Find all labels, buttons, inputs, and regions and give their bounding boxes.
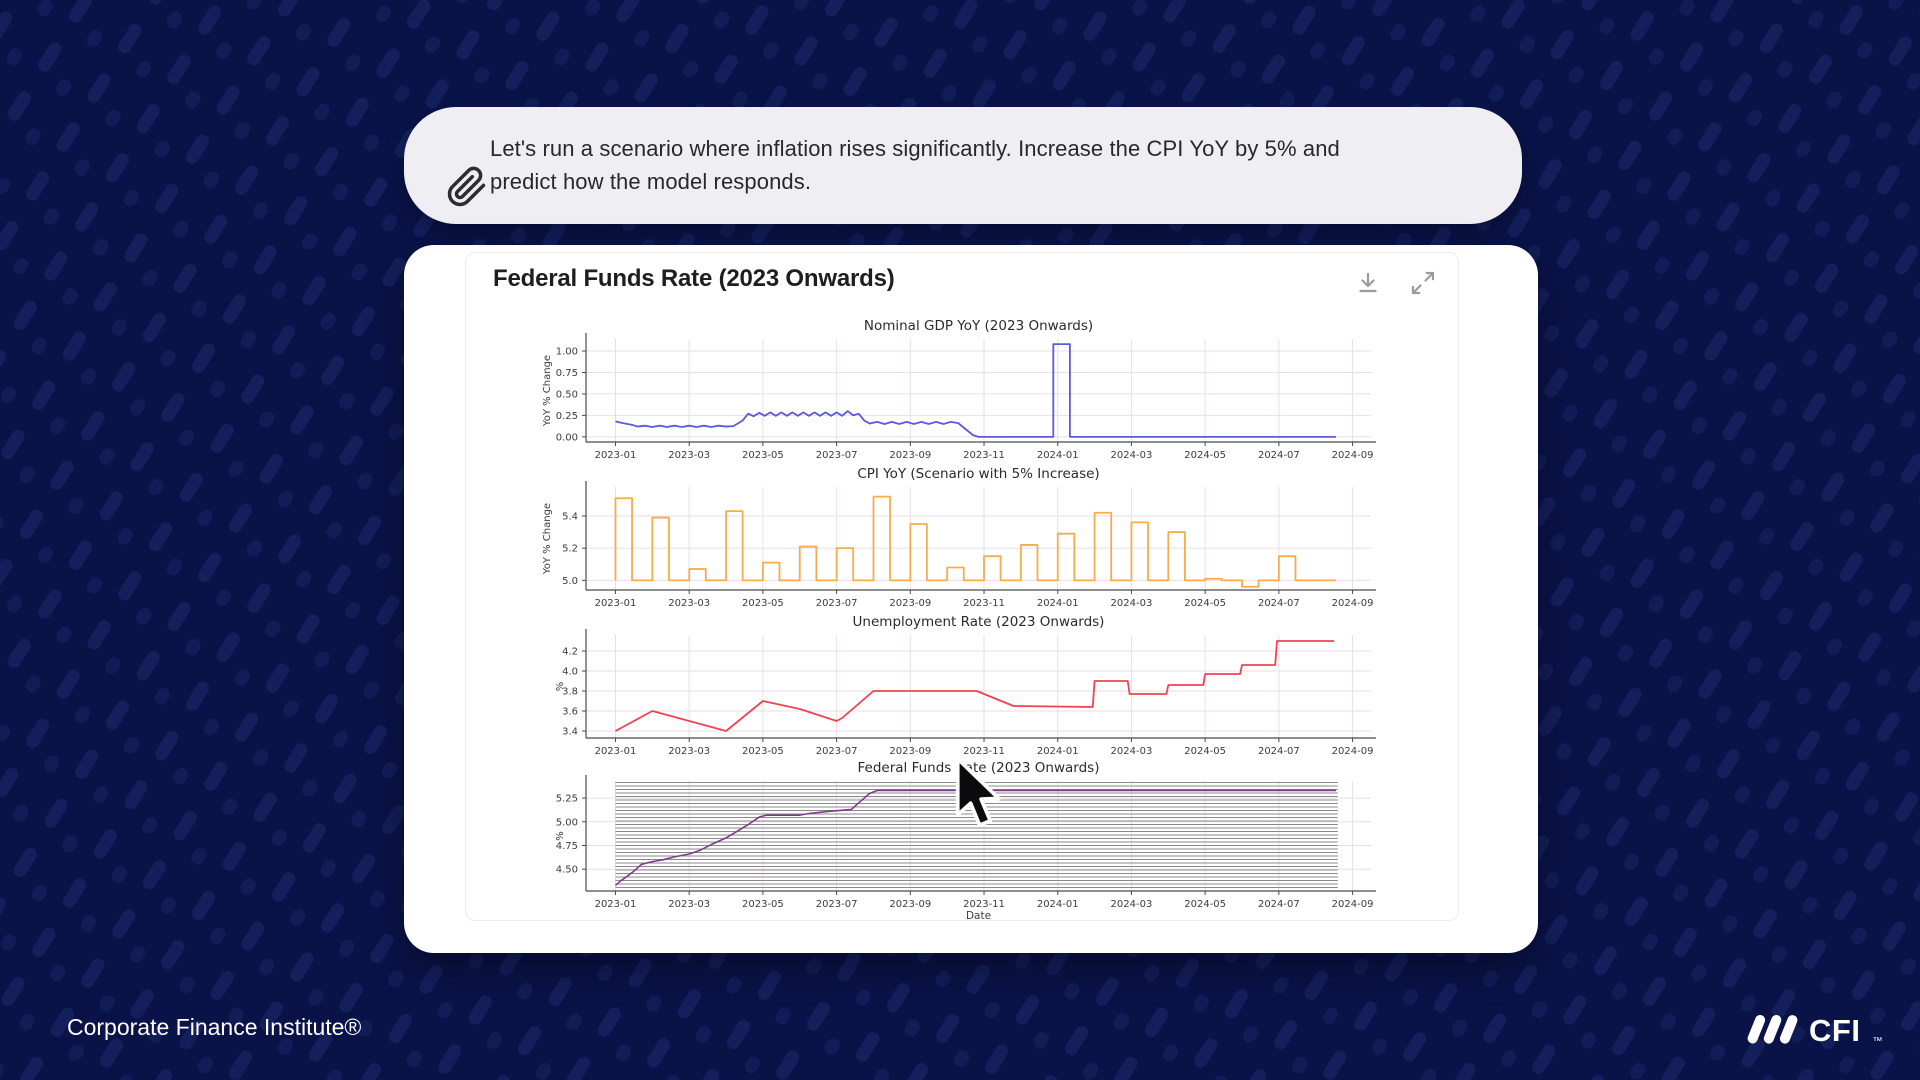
chart-widget-panel: Federal Funds Rate (2023 Onwards) 2023-0… <box>465 252 1459 921</box>
svg-text:%: % <box>555 682 566 692</box>
cfi-logo-tm: ™ <box>1872 1036 1883 1047</box>
svg-text:2023-03: 2023-03 <box>668 899 710 910</box>
svg-text:2024-01: 2024-01 <box>1037 598 1079 609</box>
chat-message-text: Let's run a scenario where inflation ris… <box>490 132 1340 198</box>
svg-text:5.4: 5.4 <box>562 511 578 522</box>
svg-text:5.25: 5.25 <box>556 794 578 805</box>
svg-text:2024-01: 2024-01 <box>1037 746 1079 757</box>
svg-text:2023-01: 2023-01 <box>595 598 637 609</box>
svg-text:2024-05: 2024-05 <box>1184 899 1226 910</box>
svg-text:2024-07: 2024-07 <box>1258 899 1300 910</box>
svg-text:2023-07: 2023-07 <box>816 598 858 609</box>
svg-text:2024-07: 2024-07 <box>1258 746 1300 757</box>
svg-text:4.75: 4.75 <box>556 841 578 852</box>
svg-text:Nominal GDP YoY (2023 Onwards): Nominal GDP YoY (2023 Onwards) <box>864 318 1093 334</box>
unemployment-rate-chart: 2023-01 2023-03 2023-05 2023-07 2023-09 2023-… <box>555 614 1376 757</box>
svg-text:2023-09: 2023-09 <box>889 598 931 609</box>
svg-text:4.50: 4.50 <box>556 865 578 876</box>
svg-text:2024-09: 2024-09 <box>1332 746 1374 757</box>
svg-text:2023-11: 2023-11 <box>963 746 1005 757</box>
svg-text:%: % <box>555 831 566 841</box>
cfi-logo-text: CFI <box>1809 1013 1861 1048</box>
svg-text:2024-07: 2024-07 <box>1258 450 1300 461</box>
cfi-logo-bars-icon <box>1747 1014 1798 1044</box>
svg-text:2023-03: 2023-03 <box>668 598 710 609</box>
svg-text:Date: Date <box>966 910 991 921</box>
svg-text:2023-07: 2023-07 <box>816 899 858 910</box>
chat-message-bubble: Let's run a scenario where inflation ris… <box>404 107 1522 224</box>
svg-text:CPI YoY (Scenario with 5% Incr: CPI YoY (Scenario with 5% Increase) <box>857 466 1099 482</box>
svg-text:2023-09: 2023-09 <box>889 899 931 910</box>
svg-text:0.75: 0.75 <box>556 368 578 379</box>
svg-text:2023-01: 2023-01 <box>595 899 637 910</box>
svg-text:Unemployment Rate (2023 Onward: Unemployment Rate (2023 Onwards) <box>853 614 1105 630</box>
mouse-cursor <box>955 757 1001 828</box>
chat-message-line2: predict how the model responds. <box>490 169 812 194</box>
svg-text:2023-07: 2023-07 <box>816 746 858 757</box>
svg-text:2023-05: 2023-05 <box>742 598 784 609</box>
svg-text:2024-03: 2024-03 <box>1111 598 1153 609</box>
svg-text:Federal Funds Rate (2023 Onwar: Federal Funds Rate (2023 Onwards) <box>858 760 1100 776</box>
svg-text:2024-01: 2024-01 <box>1037 899 1079 910</box>
svg-text:2024-07: 2024-07 <box>1258 598 1300 609</box>
svg-text:2023-11: 2023-11 <box>963 899 1005 910</box>
svg-text:0.00: 0.00 <box>556 432 578 443</box>
cpi-yoy-scenario-chart: 2023-01 2023-03 2023-05 2023-07 2023-09 2023-… <box>542 466 1376 609</box>
svg-text:3.4: 3.4 <box>562 727 578 738</box>
svg-text:2023-09: 2023-09 <box>889 450 931 461</box>
svg-text:2024-03: 2024-03 <box>1111 746 1153 757</box>
expand-button[interactable] <box>1408 269 1438 299</box>
svg-text:2024-09: 2024-09 <box>1332 450 1374 461</box>
svg-text:2024-05: 2024-05 <box>1184 598 1226 609</box>
svg-text:5.00: 5.00 <box>556 817 578 828</box>
svg-text:3.8: 3.8 <box>562 687 578 698</box>
svg-text:2023-01: 2023-01 <box>595 450 637 461</box>
svg-text:2023-11: 2023-11 <box>963 450 1005 461</box>
svg-text:2024-09: 2024-09 <box>1332 899 1374 910</box>
nominal-gdp-yoy-chart: 2023-01 2023-03 2023-05 2023-07 2023-09 2023-… <box>542 318 1376 461</box>
chart-widget-title: Federal Funds Rate (2023 Onwards) <box>493 265 895 292</box>
svg-text:2023-05: 2023-05 <box>742 746 784 757</box>
svg-text:YoY % Change: YoY % Change <box>542 503 553 575</box>
chart-card: Federal Funds Rate (2023 Onwards) 2023-0… <box>404 245 1538 953</box>
svg-text:3.6: 3.6 <box>562 707 578 718</box>
svg-text:4.2: 4.2 <box>562 647 578 658</box>
chat-message-line1: Let's run a scenario where inflation ris… <box>490 136 1340 161</box>
svg-text:2024-03: 2024-03 <box>1111 450 1153 461</box>
svg-text:2023-05: 2023-05 <box>742 450 784 461</box>
footer-brand-text: Corporate Finance Institute® <box>67 1014 362 1040</box>
svg-text:1.00: 1.00 <box>556 347 578 358</box>
svg-text:2023-03: 2023-03 <box>668 746 710 757</box>
svg-text:5.2: 5.2 <box>562 544 578 555</box>
svg-text:2024-05: 2024-05 <box>1184 450 1226 461</box>
svg-text:0.50: 0.50 <box>556 389 578 400</box>
svg-text:2023-03: 2023-03 <box>668 450 710 461</box>
svg-text:2024-03: 2024-03 <box>1111 899 1153 910</box>
expand-fullscreen-icon <box>1411 271 1435 294</box>
svg-text:2024-01: 2024-01 <box>1037 450 1079 461</box>
svg-text:2023-05: 2023-05 <box>742 899 784 910</box>
svg-text:5.0: 5.0 <box>562 576 578 587</box>
svg-text:2024-09: 2024-09 <box>1332 598 1374 609</box>
download-icon <box>1359 272 1377 292</box>
svg-text:0.25: 0.25 <box>556 411 578 422</box>
svg-text:2023-09: 2023-09 <box>889 746 931 757</box>
svg-text:YoY % Change: YoY % Change <box>542 355 553 427</box>
svg-text:2023-11: 2023-11 <box>963 598 1005 609</box>
svg-text:2024-05: 2024-05 <box>1184 746 1226 757</box>
paperclip-icon <box>447 166 486 207</box>
svg-text:2023-01: 2023-01 <box>595 746 637 757</box>
download-button[interactable] <box>1353 269 1383 299</box>
svg-text:2023-07: 2023-07 <box>816 450 858 461</box>
svg-text:4.0: 4.0 <box>562 667 578 678</box>
cfi-logo: CFI ™ <box>1747 1008 1883 1054</box>
